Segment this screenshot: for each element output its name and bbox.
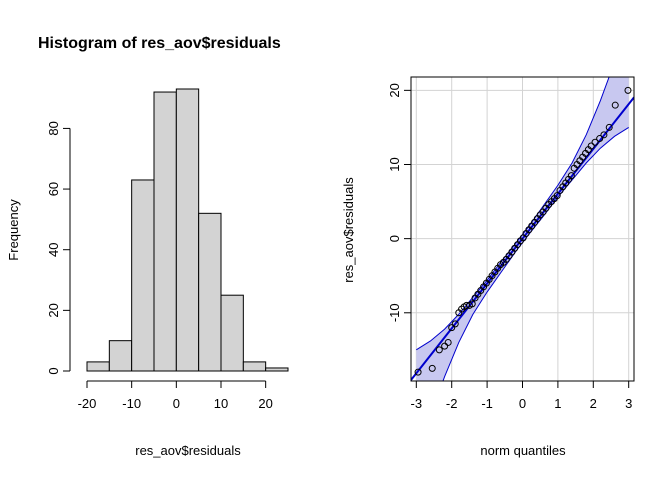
qq-x-tick-label: 2 <box>590 396 597 411</box>
histogram-x-axis: -20 -10 0 10 20 <box>78 380 273 411</box>
qq-points <box>414 86 632 376</box>
histogram-x-label: res_aov$residuals <box>135 443 241 458</box>
qq-y-label: res_aov$residuals <box>341 177 356 283</box>
qq-point <box>624 86 632 94</box>
qq-point <box>553 192 561 200</box>
histogram-bar <box>175 88 200 372</box>
qq-x-tick-label: 1 <box>554 396 561 411</box>
histogram-bar <box>86 361 110 372</box>
histogram-x-tick-label: 20 <box>258 396 272 411</box>
histogram-bar <box>242 361 267 372</box>
histogram-bar <box>220 294 244 372</box>
histogram-x-tick-label: 10 <box>214 396 228 411</box>
histogram-y-tick-label: 40 <box>46 242 61 256</box>
qq-point <box>600 131 608 139</box>
histogram-bar <box>153 91 177 372</box>
histogram-bar <box>108 340 133 372</box>
qq-x-tick-label: -1 <box>481 396 493 411</box>
qq-point <box>605 123 613 131</box>
qq-x-tick-label: 0 <box>519 396 526 411</box>
qq-x-tick-label: -2 <box>446 396 458 411</box>
qq-point <box>444 338 452 346</box>
histogram-title: Histogram of res_aov$residuals <box>38 35 281 52</box>
qq-point <box>441 342 449 350</box>
qq-point <box>591 138 599 146</box>
qq-point <box>435 346 443 354</box>
qq-y-tick-label: 20 <box>387 83 402 97</box>
qq-point <box>414 368 422 376</box>
qq-y-axis: -10 0 10 20 <box>387 83 411 322</box>
histogram-x-tick-label: -20 <box>78 396 97 411</box>
qq-y-tick-label: 0 <box>387 235 402 242</box>
histogram-y-tick-label: 0 <box>46 367 61 374</box>
histogram-bar <box>131 179 155 372</box>
histogram-y-label: Frequency <box>6 199 21 261</box>
qq-point <box>468 300 476 308</box>
qq-point <box>611 101 619 109</box>
qq-point <box>451 320 459 328</box>
histogram-x-tick-label: 0 <box>173 396 180 411</box>
qq-point <box>567 172 575 180</box>
qq-x-tick-label: -3 <box>411 396 423 411</box>
qq-y-tick-label: -10 <box>387 303 402 322</box>
qq-point <box>448 324 456 332</box>
histogram-y-axis: 0 20 40 60 80 <box>46 121 71 375</box>
histogram-bar <box>265 367 289 372</box>
qq-x-label: norm quantiles <box>480 443 566 458</box>
histogram-panel: Histogram of res_aov$residuals -20 -10 0 10… <box>6 35 289 458</box>
histogram-y-tick-label: 80 <box>46 121 61 135</box>
qq-x-tick-label: 3 <box>625 396 632 411</box>
qq-point <box>596 135 604 143</box>
histogram-bars <box>86 88 289 372</box>
histogram-bar <box>198 212 222 372</box>
histogram-y-tick-label: 60 <box>46 182 61 196</box>
qq-point <box>587 142 595 150</box>
qq-x-axis: -3 -2 -1 0 1 2 3 <box>411 381 632 411</box>
qq-point <box>428 364 436 372</box>
histogram-y-tick-label: 20 <box>46 303 61 317</box>
qq-y-tick-label: 10 <box>387 157 402 171</box>
histogram-x-tick-label: -10 <box>122 396 141 411</box>
